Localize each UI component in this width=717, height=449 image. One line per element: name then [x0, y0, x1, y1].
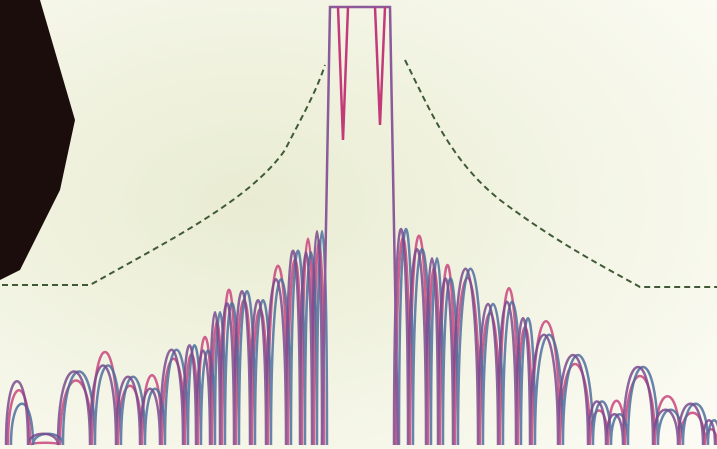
passband-notches — [336, 6, 387, 141]
mask-line-left — [2, 64, 326, 286]
trace-purple — [4, 228, 717, 446]
passband — [320, 5, 400, 446]
traces — [4, 228, 717, 447]
mask-line-right — [404, 59, 717, 288]
dark-object — [0, 0, 75, 280]
trace-blue — [9, 228, 717, 446]
